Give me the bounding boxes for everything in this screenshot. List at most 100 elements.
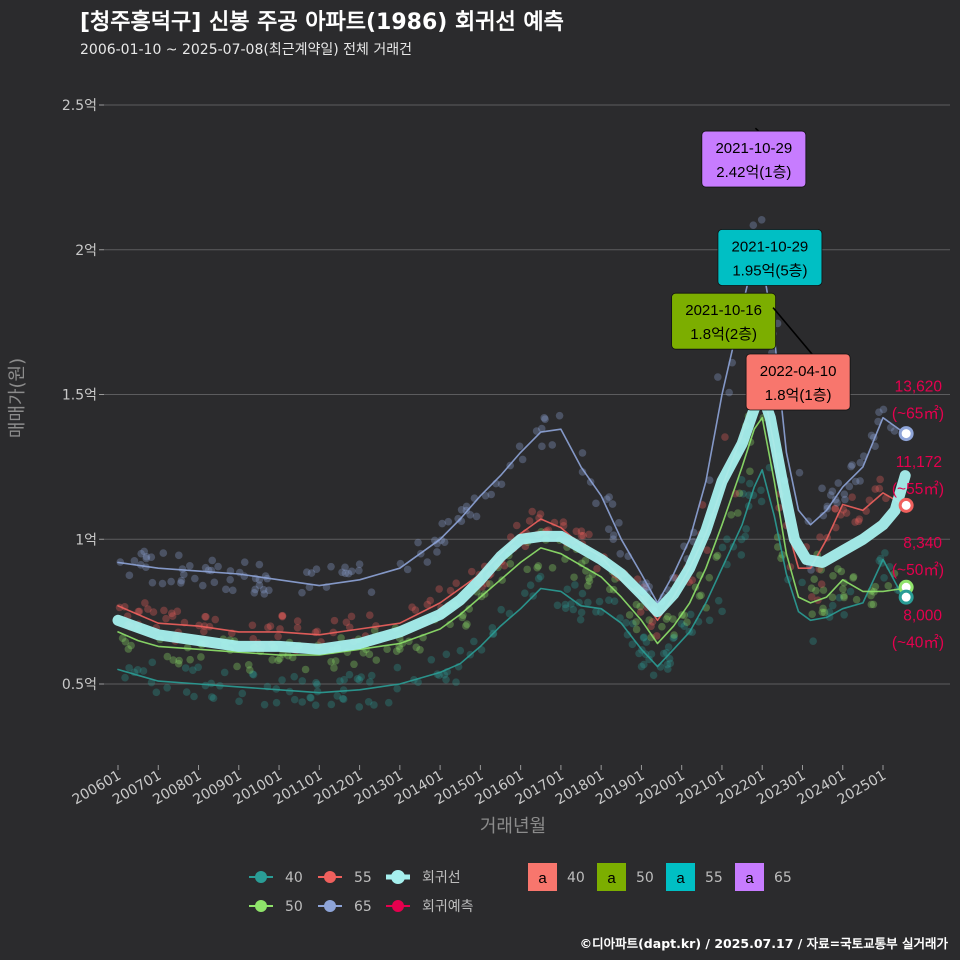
transaction-point	[355, 703, 364, 711]
transaction-point	[426, 596, 435, 605]
transaction-point	[616, 614, 624, 622]
transaction-point	[718, 607, 726, 616]
transaction-point	[148, 578, 157, 587]
regression-line	[112, 389, 911, 655]
transaction-point	[272, 698, 281, 707]
transaction-point	[463, 620, 471, 628]
transaction-point	[669, 615, 677, 623]
transaction-point	[372, 656, 381, 664]
transaction-point	[235, 697, 243, 706]
transaction-point	[826, 491, 835, 499]
transaction-point	[703, 546, 711, 554]
annotation-box	[671, 292, 777, 350]
prediction-price-label: 11,172	[896, 454, 942, 471]
annotation-box	[745, 353, 851, 411]
transaction-point	[834, 565, 842, 573]
transaction-point	[578, 468, 587, 476]
transaction-point	[628, 640, 637, 649]
transaction-point	[278, 612, 286, 620]
transaction-point	[147, 678, 156, 687]
transaction-point	[615, 519, 623, 527]
transaction-point	[260, 700, 269, 709]
transaction-point	[255, 581, 264, 589]
transaction-point	[609, 531, 618, 540]
transaction-point	[313, 627, 322, 636]
transaction-point	[637, 662, 646, 671]
transaction-point	[605, 596, 613, 604]
transaction-point	[737, 535, 746, 544]
transaction-point	[437, 536, 446, 544]
transaction-point	[276, 625, 284, 633]
prediction-area-label: (~55㎡)	[892, 480, 944, 498]
legend-swatch-dot	[255, 871, 267, 883]
series-line-65	[117, 254, 904, 604]
transaction-point	[518, 455, 527, 464]
transaction-point	[670, 631, 678, 639]
transaction-point	[347, 567, 356, 576]
legend-annotation-label: 50	[636, 870, 654, 886]
transaction-point	[561, 600, 570, 609]
transaction-point	[209, 694, 218, 702]
transaction-point	[427, 655, 436, 664]
transaction-point	[875, 408, 883, 416]
transaction-point	[465, 605, 473, 613]
transaction-point	[713, 551, 722, 560]
transaction-point	[201, 612, 209, 621]
transaction-point	[712, 553, 721, 561]
series-line-50	[117, 416, 904, 656]
transaction-point	[433, 548, 441, 556]
transaction-point	[383, 645, 391, 653]
transaction-point	[608, 500, 617, 508]
transaction-point	[135, 607, 144, 616]
transaction-point	[879, 405, 888, 414]
transaction-point	[312, 565, 321, 574]
legend-annotation-glyph: a	[745, 870, 754, 887]
transaction-point	[616, 550, 625, 558]
transaction-point	[364, 697, 373, 706]
transaction-point	[577, 608, 586, 617]
transaction-point	[563, 585, 572, 594]
transaction-point	[746, 467, 754, 476]
transaction-point	[828, 487, 837, 496]
transaction-point	[240, 572, 249, 580]
transaction-point	[840, 593, 848, 602]
transaction-point	[555, 411, 564, 420]
transaction-point	[828, 601, 837, 610]
transaction-point	[338, 694, 347, 703]
prediction-area-label: (~65㎡)	[892, 405, 944, 423]
transaction-point	[313, 687, 322, 696]
transaction-point	[593, 564, 601, 573]
transaction-point	[725, 388, 733, 397]
legend-label: 55	[354, 870, 372, 886]
transaction-point	[344, 569, 353, 578]
transaction-point	[718, 543, 727, 552]
prediction-point-55	[898, 497, 914, 513]
transaction-point	[307, 694, 315, 702]
transaction-point	[723, 535, 731, 543]
transaction-point	[438, 519, 446, 528]
transaction-point	[355, 566, 363, 575]
transaction-point	[819, 511, 828, 520]
transaction-point	[831, 523, 840, 532]
transaction-point	[182, 688, 191, 696]
transaction-point	[233, 662, 241, 671]
transaction-point	[189, 666, 197, 674]
transaction-point	[298, 588, 306, 597]
transaction-point	[350, 660, 358, 669]
series-line-40	[117, 469, 904, 694]
transaction-point	[848, 493, 856, 501]
transaction-point	[393, 684, 401, 693]
transaction-point	[721, 433, 729, 441]
transaction-point	[812, 586, 820, 595]
transaction-point	[249, 670, 258, 679]
transaction-point	[840, 490, 849, 498]
transaction-point	[840, 611, 848, 619]
transaction-point	[452, 579, 460, 587]
transaction-point	[837, 567, 846, 576]
transaction-point	[177, 576, 186, 585]
transaction-point	[532, 427, 541, 435]
transaction-point	[278, 676, 286, 684]
transaction-point	[370, 626, 379, 635]
transaction-point	[572, 527, 581, 536]
transaction-point	[851, 477, 860, 486]
